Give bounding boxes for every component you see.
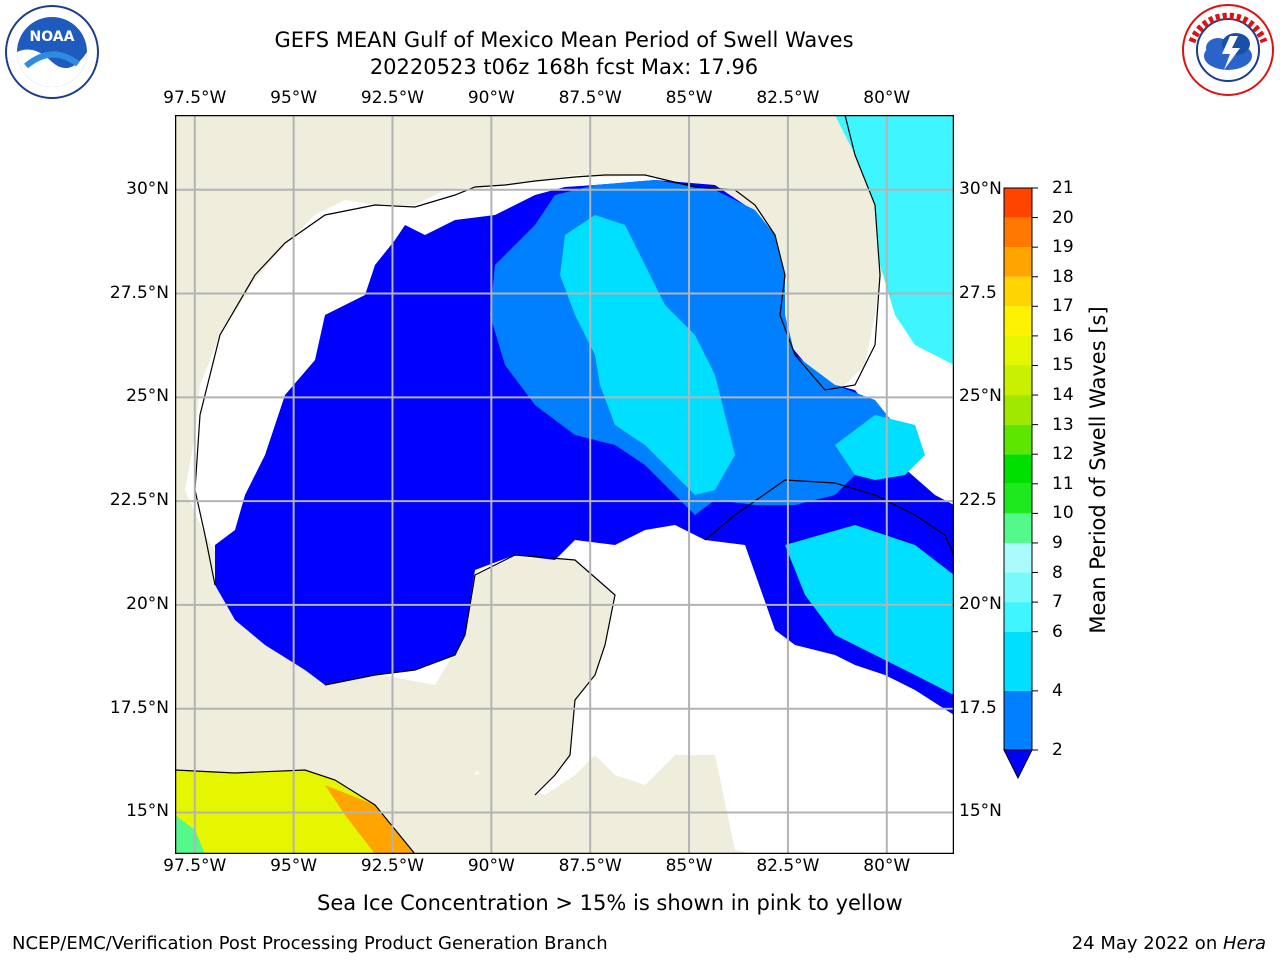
colorbar-tick-label: 6 <box>1052 621 1063 642</box>
colorbar-tick-label: 21 <box>1052 178 1074 198</box>
coastline-cuba <box>704 479 954 556</box>
lat-tick-label: 15°N <box>959 801 1002 822</box>
lon-tick-label: 85°W <box>665 856 713 876</box>
lat-tick-label: 25°N <box>959 386 1002 407</box>
colorbar-swatch <box>1004 690 1032 750</box>
colorbar-swatch <box>1004 395 1032 425</box>
lon-tick-label: 92.5°W <box>360 88 425 108</box>
date-stamp: 24 May 2022 on Hera <box>1072 933 1266 954</box>
lon-tick-label: 97.5°W <box>163 856 227 876</box>
nws-logo <box>1178 2 1278 102</box>
colorbar-tick-label: 11 <box>1052 473 1074 494</box>
swell-fill-pacific-low <box>175 815 205 854</box>
lat-tick-label: 25°N <box>126 386 169 407</box>
lon-tick-label: 95°W <box>270 88 318 108</box>
lat-tick-label: 27.5°N <box>109 282 169 303</box>
lon-tick-label: 82.5°W <box>756 88 820 108</box>
colorbar-tick-label: 8 <box>1052 562 1063 583</box>
colorbar-tick-label: 16 <box>1052 325 1074 346</box>
swell-fill-atlantic <box>835 115 954 365</box>
lat-tick-label: 17.5 <box>959 697 997 718</box>
colorbar-swatch <box>1004 631 1032 691</box>
page-subtitle: 20220523 t06z 168h fcst Max: 17.96 <box>369 55 759 79</box>
colorbar-tick-label: 20 <box>1052 207 1074 228</box>
lon-tick-label: 95°W <box>270 856 318 876</box>
colorbar <box>1003 187 1038 780</box>
lon-tick-label: 87.5°W <box>558 856 622 876</box>
colorbar-tick-label: 9 <box>1052 532 1063 553</box>
lat-tick-label: 22.5°N <box>109 490 169 511</box>
lon-tick-label: 80°W <box>863 856 911 876</box>
lon-tick-label: 87.5°W <box>558 88 622 108</box>
colorbar-swatch <box>1004 602 1032 632</box>
colorbar-extend-min <box>1003 749 1033 780</box>
lon-tick-label: 85°W <box>665 88 713 108</box>
swell-fill-straits <box>835 415 925 480</box>
lat-tick-label: 20°N <box>959 593 1002 614</box>
host-name: Hera <box>1222 933 1266 954</box>
colorbar-tick-label: 13 <box>1052 414 1074 435</box>
page-title: GEFS MEAN Gulf of Mexico Mean Period of … <box>274 28 854 52</box>
colorbar-swatch <box>1004 454 1032 484</box>
svg-text:NOAA: NOAA <box>30 29 75 45</box>
ice-note: Sea Ice Concentration > 15% is shown in … <box>317 891 903 915</box>
lat-tick-label: 30°N <box>959 178 1002 199</box>
map-gridlines <box>175 115 954 854</box>
colorbar-swatch <box>1004 306 1032 336</box>
branch-credit: NCEP/EMC/Verification Post Processing Pr… <box>12 933 608 954</box>
colorbar-label: Mean Period of Swell Waves [s] <box>1086 306 1110 634</box>
colorbar-tick-label: 4 <box>1052 680 1063 701</box>
colorbar-swatch <box>1004 247 1032 277</box>
colorbar-swatch <box>1004 217 1032 248</box>
swell-fill-4-6s <box>560 215 735 495</box>
colorbar-tick-label: 18 <box>1052 266 1074 287</box>
lon-tick-label: 90°W <box>467 88 515 108</box>
lat-tick-label: 15°N <box>126 801 169 822</box>
lat-tick-label: 30°N <box>126 178 169 199</box>
noaa-logo: NOAA <box>4 4 100 104</box>
colorbar-swatch <box>1004 513 1032 543</box>
lat-tick-label: 17.5°N <box>109 697 169 718</box>
colorbar-swatch <box>1004 188 1032 218</box>
swell-period-map <box>175 115 954 854</box>
map-frame <box>175 115 954 854</box>
lon-tick-label: 97.5°W <box>163 88 227 108</box>
colorbar-swatch <box>1004 365 1032 396</box>
lon-tick-label: 92.5°W <box>360 856 425 876</box>
colorbar-frame <box>1003 187 1033 751</box>
colorbar-swatch <box>1004 424 1032 455</box>
swell-fill-caribbean <box>785 525 954 695</box>
colorbar-swatch <box>1004 335 1032 366</box>
colorbar-swatch <box>1004 276 1032 307</box>
colorbar-swatch <box>1004 542 1032 573</box>
lat-tick-label: 20°N <box>126 593 169 614</box>
colorbar-tick-label: 7 <box>1052 592 1063 613</box>
date-text: 24 May 2022 on <box>1071 933 1223 954</box>
colorbar-tick-label: 15 <box>1052 355 1074 376</box>
lat-tick-label: 27.5 <box>959 282 997 303</box>
colorbar-tick-label: 17 <box>1052 296 1074 317</box>
colorbar-tick-label: 14 <box>1052 385 1074 406</box>
coastline-yucatan <box>324 554 616 796</box>
colorbar-tick-label: 19 <box>1052 237 1074 258</box>
lat-tick-label: 22.5 <box>959 490 997 511</box>
yucatan-land <box>465 555 615 795</box>
colorbar-tick-label: 10 <box>1052 503 1074 524</box>
colorbar-tick-label: 2 <box>1052 740 1063 760</box>
colorbar-tick-label: 12 <box>1052 444 1074 465</box>
lon-tick-label: 82.5°W <box>756 856 820 876</box>
lon-tick-label: 80°W <box>863 88 911 108</box>
coastline <box>194 115 881 586</box>
colorbar-swatch <box>1004 483 1032 514</box>
lon-tick-label: 90°W <box>467 856 515 876</box>
colorbar-swatch <box>1004 572 1032 603</box>
